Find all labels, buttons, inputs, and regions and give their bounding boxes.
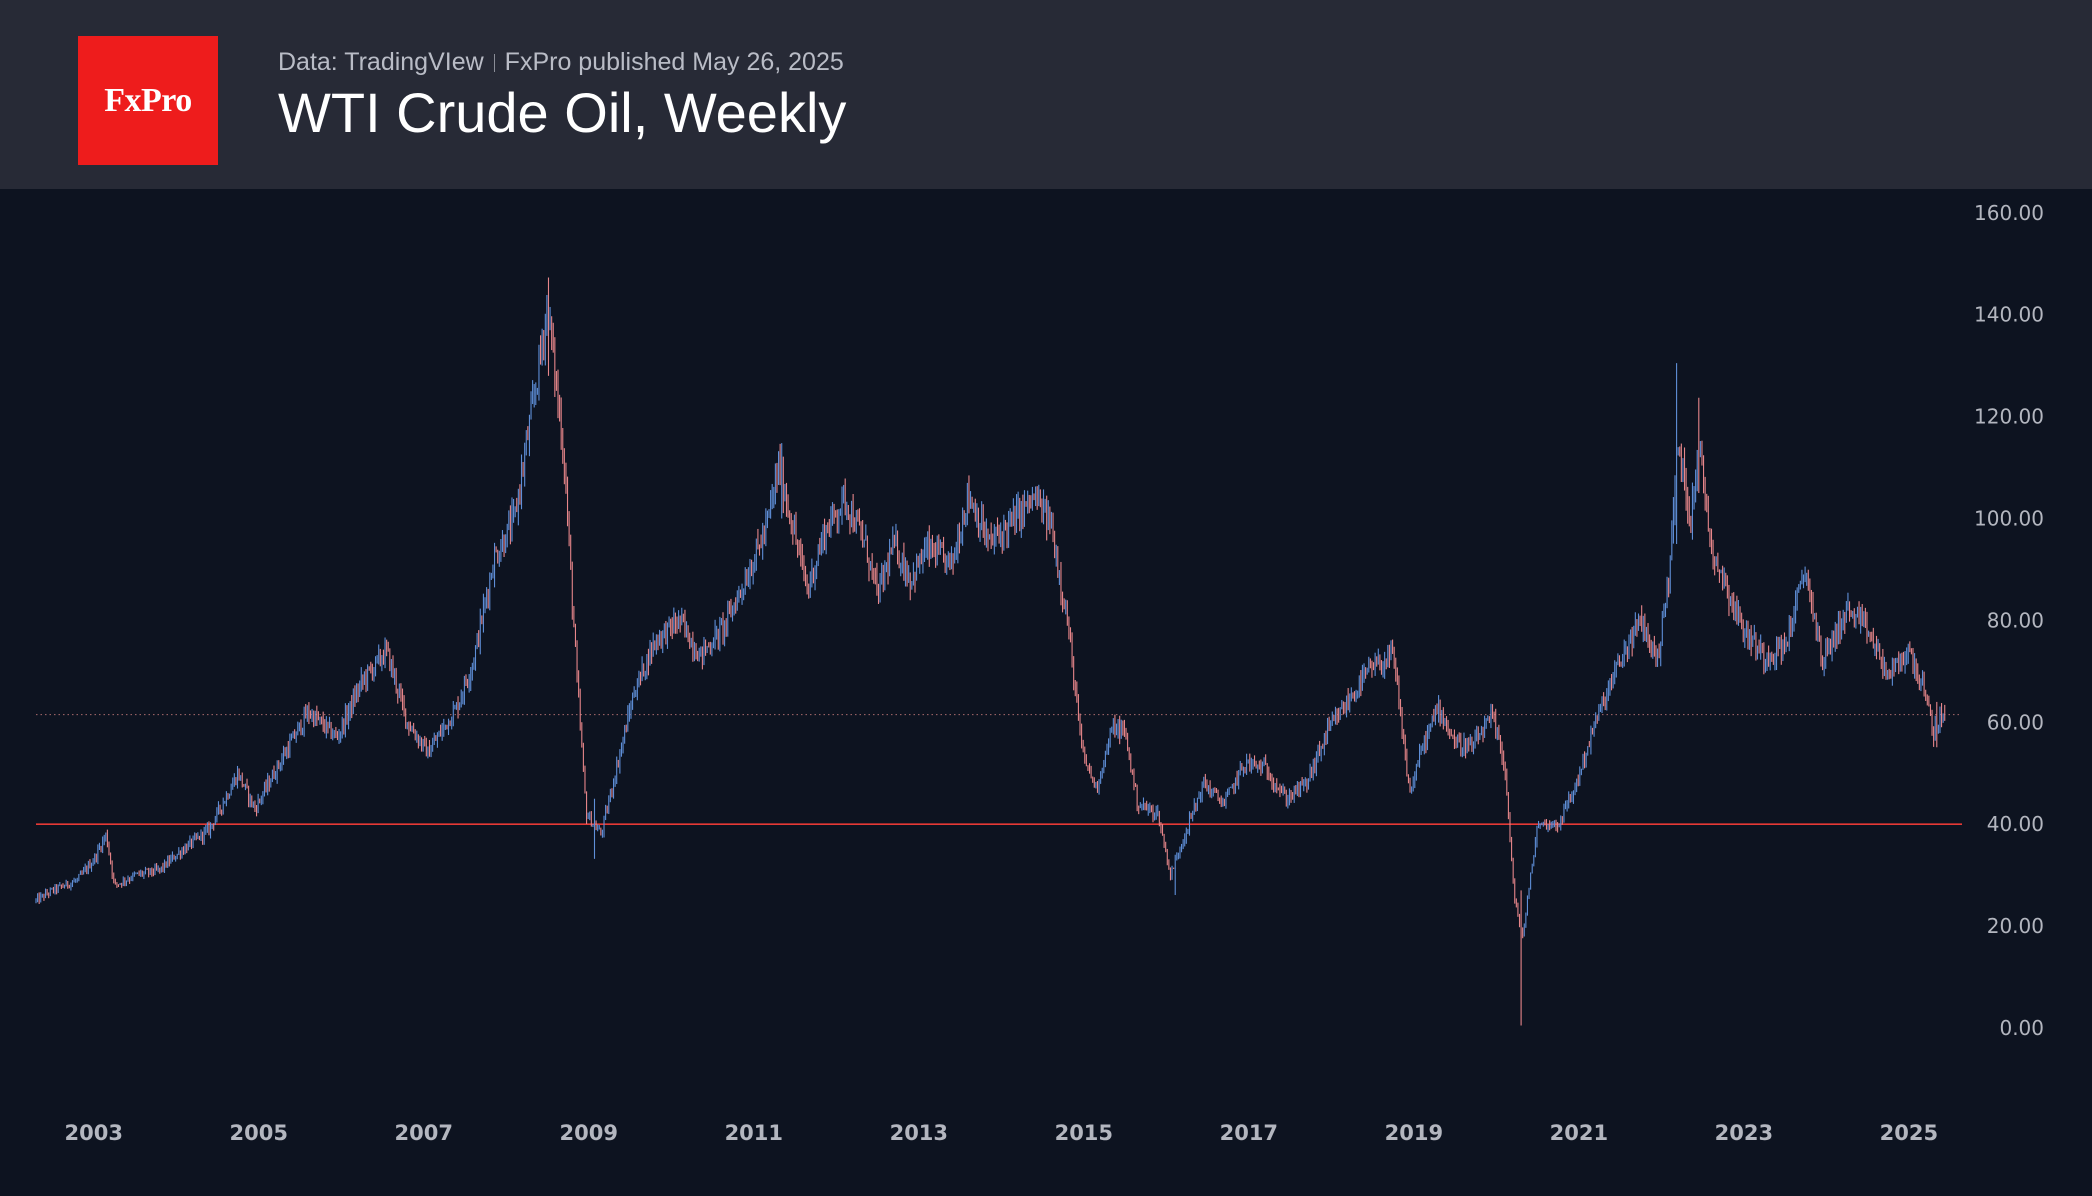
y-tick-label: 40.00: [1987, 812, 2044, 836]
y-tick-label: 0.00: [1999, 1016, 2044, 1040]
x-tick-label: 2003: [65, 1121, 123, 1145]
x-tick-label: 2013: [890, 1121, 948, 1145]
y-tick-label: 100.00: [1974, 507, 2044, 531]
x-tick-label: 2025: [1880, 1121, 1938, 1145]
price-chart[interactable]: 0.00 20.00 40.00 60.00 80.00 100.00 120.00 140.…: [0, 189, 2092, 1196]
chart-title: WTI Crude Oil, Weekly: [278, 81, 847, 144]
x-tick-label: 2019: [1385, 1121, 1443, 1145]
x-tick-label: 2015: [1055, 1121, 1113, 1145]
data-source: Data: TradingVIew: [278, 48, 484, 76]
published-date: FxPro published May 26, 2025: [504, 48, 844, 76]
y-tick-label: 140.00: [1974, 303, 2044, 327]
y-tick-label: 120.00: [1974, 405, 2044, 429]
x-tick-label: 2005: [230, 1121, 288, 1145]
x-tick-label: 2007: [395, 1121, 453, 1145]
x-tick-label: 2009: [560, 1121, 618, 1145]
y-tick-label: 160.00: [1974, 201, 2044, 225]
x-tick-label: 2011: [725, 1121, 783, 1145]
header-bar: FxPro Data: TradingVIew FxPro published …: [0, 0, 2092, 189]
fxpro-logo: FxPro: [78, 36, 218, 165]
x-tick-label: 2023: [1715, 1121, 1773, 1145]
y-tick-label: 60.00: [1987, 710, 2044, 734]
meta-separator: [493, 53, 495, 72]
y-tick-label: 20.00: [1987, 914, 2044, 938]
logo-text: FxPro: [104, 81, 192, 119]
y-tick-label: 80.00: [1987, 608, 2044, 632]
x-tick-label: 2021: [1550, 1121, 1608, 1145]
x-tick-label: 2017: [1220, 1121, 1278, 1145]
chart-meta: Data: TradingVIew FxPro published May 26…: [278, 48, 844, 77]
